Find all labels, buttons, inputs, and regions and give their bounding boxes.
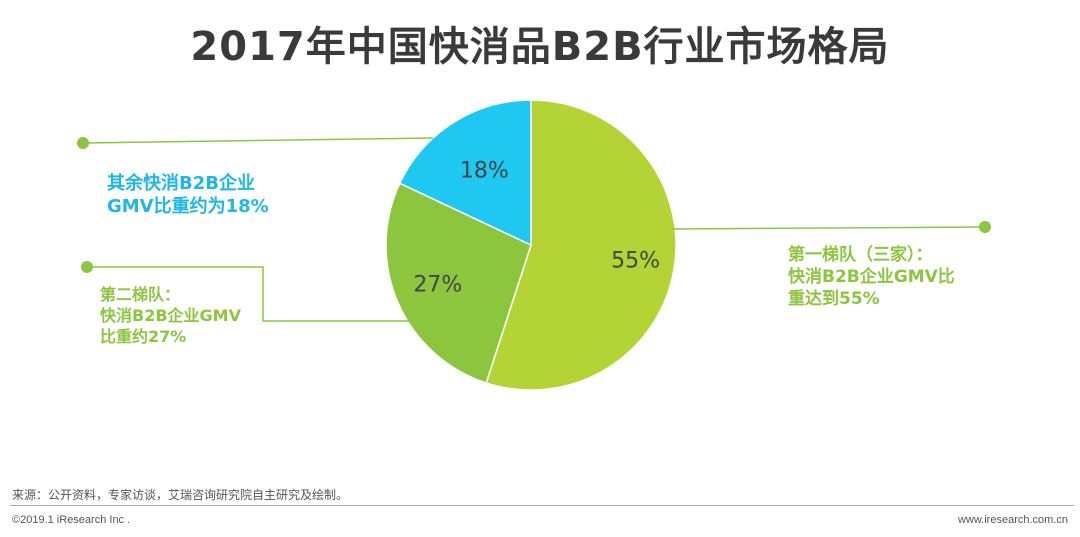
- leader-line-tier2-dot: [81, 261, 93, 273]
- slice-label-other: 18%: [460, 159, 509, 184]
- callout-tier1-line-1: 第一梯队（三家）：: [788, 245, 933, 265]
- slice-label-tier2: 27%: [413, 272, 462, 297]
- pie-slice-other: [398, 99, 532, 247]
- callout-tier2: 第二梯队： 快消B2B企业GMV 比重约27%: [100, 284, 241, 347]
- pie-slice-tier2: [385, 182, 532, 384]
- leader-line-other: [82, 137, 434, 144]
- leader-line-tier2: [87, 266, 424, 322]
- callout-tier2-line-1: 第二梯队：: [100, 285, 181, 304]
- callout-other-b2b: 其余快消B2B企业 GMV比重约为18%: [107, 172, 269, 218]
- callout-tier1-line-3: 重达到55%: [788, 289, 880, 309]
- pie-slice-tier1: [485, 99, 677, 391]
- copyright-text: ©2019.1 iResearch Inc .: [12, 514, 131, 526]
- callout-tier1: 第一梯队（三家）： 快消B2B企业GMV比 重达到55%: [788, 244, 955, 310]
- callout-tier1-line-2: 快消B2B企业GMV比: [788, 267, 955, 287]
- chart-title: 2017年中国快消品B2B行业市场格局: [190, 24, 890, 70]
- footer-divider: [10, 505, 1074, 506]
- slice-label-tier1: 55%: [611, 249, 660, 274]
- callout-tier2-line-2: 快消B2B企业GMV: [100, 306, 241, 325]
- leader-line-tier1: [671, 226, 986, 230]
- callout-tier2-line-3: 比重约27%: [100, 327, 187, 346]
- leader-line-other-dot: [77, 137, 89, 149]
- website-link: www.iresearch.com.cn: [957, 514, 1068, 526]
- callout-other-line-1: 其余快消B2B企业: [107, 173, 255, 194]
- source-note: 来源：公开资料，专家访谈，艾瑞咨询研究院自主研究及绘制。: [12, 488, 349, 502]
- leader-line-tier1-dot: [979, 221, 991, 233]
- callout-other-line-2: GMV比重约为18%: [107, 196, 269, 217]
